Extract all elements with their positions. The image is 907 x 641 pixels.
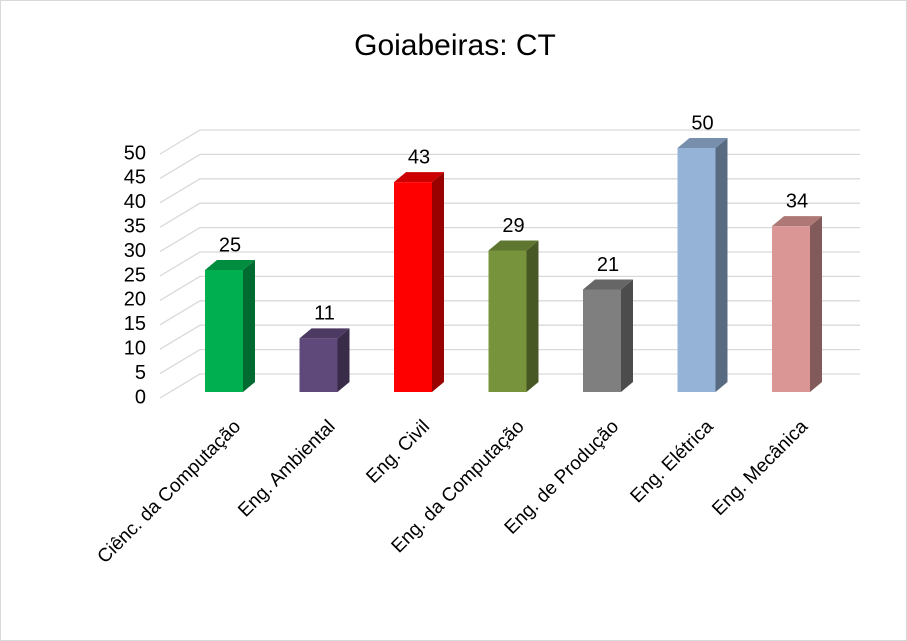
value-label: 25 — [219, 234, 241, 256]
bar — [488, 240, 539, 392]
y-tick-label: 15 — [124, 313, 146, 335]
grid-line — [159, 153, 860, 179]
grid-line — [159, 251, 860, 277]
y-tick-label: 5 — [135, 362, 146, 384]
y-tick-label: 45 — [124, 167, 146, 189]
bar-top — [205, 260, 255, 270]
bar-side — [810, 216, 822, 392]
bar — [205, 260, 255, 392]
value-label: 21 — [597, 254, 619, 276]
chart-title: Goiabeiras: CT — [354, 29, 556, 62]
bar — [394, 172, 444, 392]
bar-front — [677, 148, 716, 392]
bar — [677, 138, 728, 392]
y-tick-label: 50 — [124, 142, 146, 164]
bar-side — [621, 279, 633, 392]
bar-front — [394, 182, 432, 392]
y-tick-label: 10 — [124, 337, 146, 359]
value-label: 29 — [502, 215, 524, 237]
grid-line — [159, 348, 860, 375]
grid-line — [159, 324, 860, 350]
y-tick-label: 25 — [124, 264, 146, 286]
value-label: 34 — [786, 190, 808, 212]
grid-line — [159, 275, 860, 301]
bar-top — [677, 138, 728, 148]
bar-top — [394, 172, 444, 183]
bar-front — [772, 226, 810, 392]
y-tick-label: 0 — [135, 386, 146, 408]
bar — [583, 279, 633, 392]
bar-front — [583, 289, 621, 392]
bar-front — [205, 270, 243, 392]
bar-top — [583, 279, 633, 290]
grid-line — [159, 129, 860, 155]
bar-side — [432, 172, 444, 392]
bar-front — [299, 338, 338, 392]
bar-top — [772, 216, 822, 227]
bar — [299, 328, 350, 392]
grid-line — [159, 178, 860, 204]
bar-side — [337, 328, 350, 392]
bar-top — [488, 240, 539, 251]
grid-line — [159, 202, 860, 228]
bar-top — [299, 328, 350, 339]
bar-side — [526, 240, 539, 392]
y-tick-label: 20 — [124, 289, 146, 311]
grid-line — [159, 300, 860, 326]
y-tick-label: 35 — [124, 215, 146, 237]
grid-line — [159, 226, 860, 253]
y-tick-label: 40 — [124, 191, 146, 213]
value-label: 50 — [691, 112, 713, 134]
grid-line — [159, 373, 860, 399]
bar-side — [243, 260, 255, 392]
value-label: 11 — [314, 303, 335, 325]
value-label: 43 — [408, 146, 430, 168]
bar-front — [488, 250, 527, 392]
bar — [772, 216, 822, 392]
bar-side — [715, 138, 728, 392]
y-tick-label: 30 — [124, 240, 146, 262]
